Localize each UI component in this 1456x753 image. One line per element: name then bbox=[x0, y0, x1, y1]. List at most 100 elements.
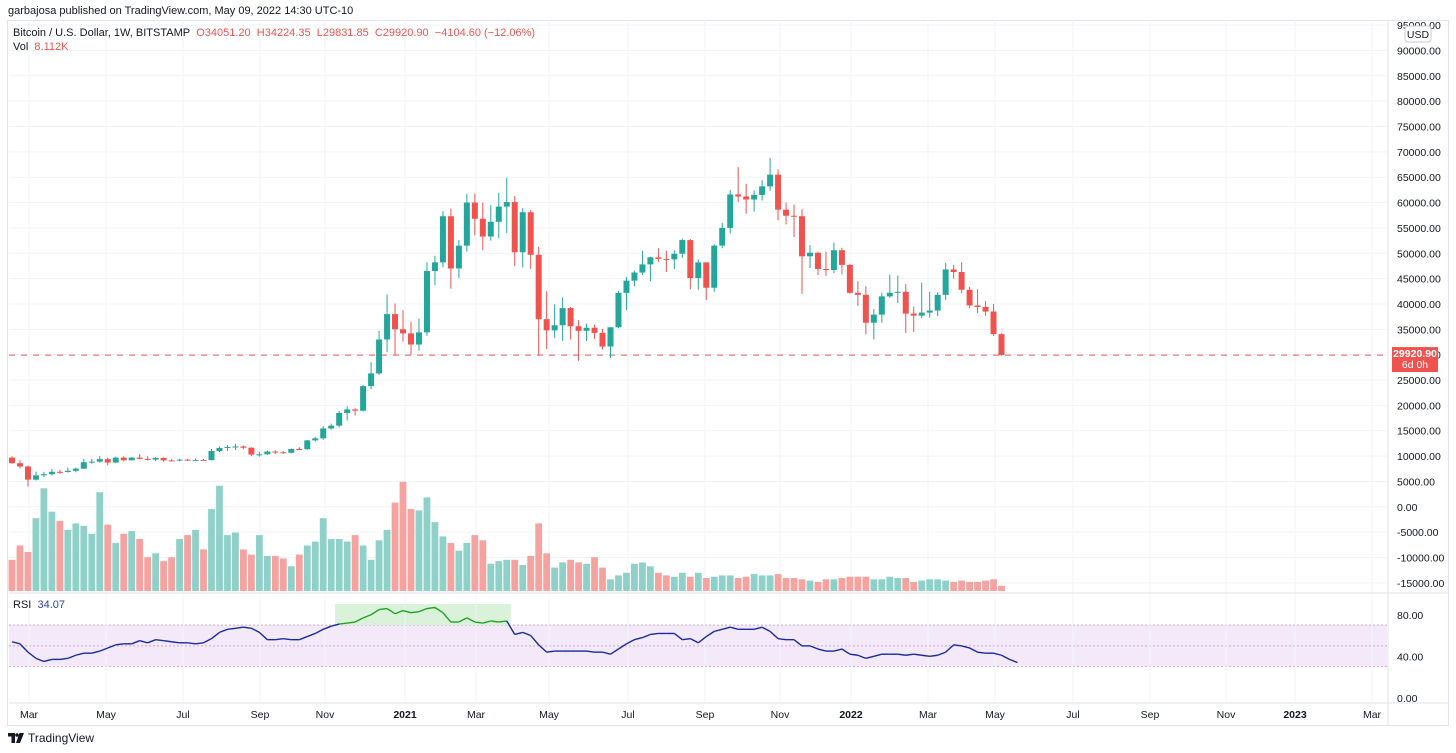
rsi-segment bbox=[905, 653, 914, 656]
volume-bar bbox=[391, 502, 399, 591]
publish-info: garbajosa published on TradingView.com, … bbox=[8, 5, 354, 17]
candle-body bbox=[216, 447, 223, 452]
price-tick-label: 0.00 bbox=[1397, 502, 1418, 514]
volume-bar bbox=[303, 545, 311, 591]
rsi-segment bbox=[187, 642, 196, 645]
volume-bar bbox=[56, 520, 64, 591]
candle-body bbox=[24, 466, 31, 480]
rsi-segment bbox=[370, 608, 380, 616]
volume-bar bbox=[647, 566, 654, 591]
volume-bar bbox=[327, 539, 335, 591]
time-tick-label: Nov bbox=[1217, 709, 1236, 721]
volume-bar bbox=[144, 557, 152, 591]
candle-body bbox=[727, 194, 734, 228]
volume-bar bbox=[583, 563, 590, 591]
rsi-segment bbox=[618, 643, 627, 650]
time-tick-label: 2023 bbox=[1283, 709, 1307, 721]
volume-bar bbox=[216, 485, 223, 591]
rsi-segment bbox=[586, 650, 595, 653]
rsi-segment bbox=[833, 648, 843, 652]
volume-bar bbox=[263, 555, 271, 591]
rsi-segment bbox=[339, 622, 348, 625]
candle-body bbox=[591, 327, 598, 333]
price-tick-label: 45000.00 bbox=[1397, 274, 1441, 286]
candle-body bbox=[655, 257, 662, 259]
symbol-legend[interactable]: Bitcoin / U.S. Dollar, 1W, BITSTAMP O340… bbox=[13, 27, 535, 39]
rsi-segment bbox=[857, 654, 867, 660]
candle-body bbox=[64, 470, 71, 473]
candle-body bbox=[830, 250, 837, 270]
rsi-segment bbox=[865, 655, 875, 660]
rsi-segment bbox=[514, 631, 523, 636]
volume-bar bbox=[854, 576, 862, 591]
candle-body bbox=[663, 258, 670, 260]
currency-button[interactable]: USD bbox=[1404, 25, 1432, 43]
volume-bar bbox=[407, 509, 415, 591]
rsi-segment bbox=[227, 627, 236, 630]
volume-bar bbox=[311, 541, 319, 591]
rsi-segment bbox=[27, 651, 37, 659]
rsi-segment bbox=[275, 637, 284, 641]
price-tick-label: 40000.00 bbox=[1397, 299, 1441, 311]
candle-body bbox=[998, 334, 1005, 356]
time-tick-label: May bbox=[985, 709, 1006, 721]
footer-brand[interactable]: TradingView bbox=[8, 731, 94, 745]
volume-bar bbox=[639, 562, 646, 591]
candle-body bbox=[751, 194, 758, 200]
candle-body bbox=[623, 280, 630, 293]
time-tick-label: Jul bbox=[621, 709, 634, 721]
volume-bar bbox=[726, 575, 734, 591]
candle-body bbox=[392, 314, 399, 330]
volume-bar bbox=[503, 559, 511, 591]
volume-bar bbox=[383, 529, 391, 591]
volume-bar bbox=[32, 518, 40, 591]
candle-body bbox=[886, 292, 893, 297]
candle-body bbox=[48, 471, 55, 475]
chart-frame bbox=[7, 20, 1449, 726]
volume-bar bbox=[72, 523, 80, 591]
candle-body bbox=[431, 262, 438, 272]
volume-bar bbox=[399, 481, 407, 591]
volume-bar bbox=[471, 535, 479, 591]
candle-body bbox=[304, 440, 311, 450]
volume-legend[interactable]: Vol 8.112K bbox=[13, 41, 68, 53]
rsi-segment bbox=[777, 637, 787, 641]
volume-bar bbox=[295, 554, 303, 591]
volume-bar bbox=[240, 549, 247, 591]
rsi-segment bbox=[945, 644, 955, 653]
rsi-segment bbox=[642, 633, 651, 639]
rsi-segment bbox=[347, 621, 356, 624]
rsi-segment bbox=[961, 645, 970, 649]
rsi-segment bbox=[171, 641, 180, 644]
volume-bar bbox=[942, 580, 950, 591]
volume-bar bbox=[870, 579, 878, 591]
rsi-segment bbox=[107, 644, 116, 649]
volume-bar bbox=[415, 510, 423, 591]
rsi-segment bbox=[626, 639, 635, 645]
rsi-segment bbox=[466, 617, 476, 623]
price-tag[interactable]: 29920.90 6d 0h bbox=[1392, 347, 1438, 373]
rsi-segment bbox=[11, 641, 21, 645]
volume-bar bbox=[886, 576, 894, 591]
volume-bar bbox=[814, 581, 822, 591]
rsi-tick-label: 0.00 bbox=[1397, 693, 1418, 705]
candle-body bbox=[455, 245, 462, 269]
volume-bar bbox=[830, 579, 838, 591]
candle-body bbox=[759, 186, 766, 195]
rsi-segment bbox=[697, 636, 707, 644]
price-tick-label: 55000.00 bbox=[1397, 223, 1441, 235]
volume-bar bbox=[487, 563, 495, 591]
rsi-legend[interactable]: RSI 34.07 bbox=[13, 599, 65, 611]
candle-body bbox=[679, 240, 686, 254]
candle-body bbox=[56, 471, 63, 473]
volume-bar bbox=[232, 532, 239, 591]
candle-body bbox=[791, 215, 798, 217]
volume-bar bbox=[998, 585, 1005, 591]
volume-bar bbox=[742, 576, 750, 591]
candle-body bbox=[479, 218, 486, 237]
price-tick-label: 90000.00 bbox=[1397, 45, 1441, 57]
rsi-segment bbox=[761, 626, 771, 632]
candle-body bbox=[144, 458, 151, 460]
price-tick-label: 70000.00 bbox=[1397, 147, 1441, 159]
